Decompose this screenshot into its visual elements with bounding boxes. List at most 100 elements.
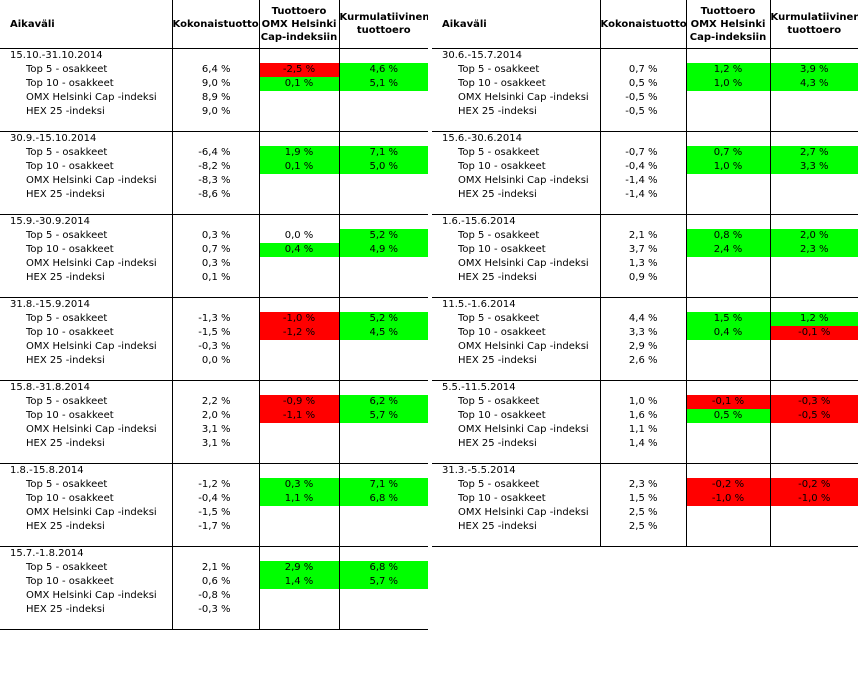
return-diff <box>258 423 339 437</box>
total-return: 0,1 % <box>171 271 259 285</box>
table-row: Top 5 - osakkeet 2,1 % 2,9 % 6,8 % <box>0 561 428 575</box>
empty-cell <box>171 463 259 478</box>
empty-cell <box>685 119 770 132</box>
header-total: Kokonaistuotto <box>599 0 686 49</box>
empty-cell <box>338 380 428 395</box>
return-diff: 2,9 % <box>258 561 339 575</box>
period-row: 15.6.-30.6.2014 <box>432 131 858 146</box>
return-diff <box>258 340 339 354</box>
header-total: Kokonaistuotto <box>171 0 259 49</box>
row-name: HEX 25 -indeksi <box>26 438 105 449</box>
cumulative-diff: 5,2 % <box>338 229 428 243</box>
table-row: OMX Helsinki Cap -indeksi -1,5 % <box>0 506 428 520</box>
return-diff <box>685 257 770 271</box>
total-return: 0,5 % <box>599 77 686 91</box>
row-name: HEX 25 -indeksi <box>458 272 537 283</box>
row-name: OMX Helsinki Cap -indeksi <box>26 258 157 269</box>
empty-cell <box>599 463 686 478</box>
return-diff: 0,1 % <box>258 77 339 91</box>
row-name: Top 5 - osakkeet <box>26 147 108 158</box>
return-diff <box>258 174 339 188</box>
table-row: OMX Helsinki Cap -indeksi 1,3 % <box>432 257 858 271</box>
empty-cell <box>769 202 858 215</box>
cumulative-diff <box>338 506 428 520</box>
table-row: HEX 25 -indeksi -0,3 % <box>0 603 428 617</box>
total-return: -0,4 % <box>171 492 259 506</box>
total-return: 0,7 % <box>171 243 259 257</box>
return-diff <box>685 354 770 368</box>
return-diff <box>258 188 339 202</box>
row-name: HEX 25 -indeksi <box>26 106 105 117</box>
return-diff <box>685 91 770 105</box>
period-label: 15.9.-30.9.2014 <box>10 216 90 227</box>
total-return: -1,5 % <box>171 506 259 520</box>
empty-cell <box>338 214 428 229</box>
table-row: Top 10 - osakkeet 0,5 % 1,0 % 4,3 % <box>432 77 858 91</box>
period-label: 31.3.-5.5.2014 <box>442 465 516 476</box>
return-diff: 0,8 % <box>685 229 770 243</box>
empty-cell <box>769 297 858 312</box>
total-return: 0,0 % <box>171 354 259 368</box>
return-diff: 1,5 % <box>685 312 770 326</box>
total-return: 1,4 % <box>599 437 686 451</box>
row-name: OMX Helsinki Cap -indeksi <box>26 92 157 103</box>
header-row: Aikaväli Kokonaistuotto Tuottoero OMX He… <box>0 0 428 49</box>
empty-cell <box>685 463 770 478</box>
cumulative-diff <box>338 423 428 437</box>
empty-cell <box>338 546 428 561</box>
table-row: Top 5 - osakkeet 0,7 % 1,2 % 3,9 % <box>432 63 858 77</box>
total-return: 9,0 % <box>171 77 259 91</box>
group-spacer <box>432 119 858 132</box>
cumulative-diff <box>338 188 428 202</box>
cumulative-diff: 4,9 % <box>338 243 428 257</box>
total-return: 4,4 % <box>599 312 686 326</box>
header-cum-line1: Kurmulatiivinen <box>770 12 858 23</box>
cumulative-diff <box>769 354 858 368</box>
empty-cell <box>769 119 858 132</box>
cumulative-diff: 6,2 % <box>338 395 428 409</box>
return-diff <box>258 520 339 534</box>
row-name: Top 10 - osakkeet <box>26 410 114 421</box>
row-name: Top 5 - osakkeet <box>458 64 540 75</box>
period-label: 11.5.-1.6.2014 <box>442 299 516 310</box>
empty-cell <box>171 380 259 395</box>
table-row: Top 10 - osakkeet 2,0 % -1,1 % 5,7 % <box>0 409 428 423</box>
total-return: -0,7 % <box>599 146 686 160</box>
table-row: HEX 25 -indeksi -1,4 % <box>432 188 858 202</box>
empty-cell <box>171 368 259 381</box>
period-row: 31.8.-15.9.2014 <box>0 297 428 312</box>
cumulative-diff: 6,8 % <box>338 561 428 575</box>
empty-cell <box>599 285 686 298</box>
empty-cell <box>0 617 172 630</box>
return-diff: 1,4 % <box>258 575 339 589</box>
cumulative-diff <box>338 105 428 119</box>
return-diff <box>258 271 339 285</box>
table-row: Top 5 - osakkeet 6,4 % -2,5 % 4,6 % <box>0 63 428 77</box>
return-diff: 0,3 % <box>258 478 339 492</box>
empty-cell <box>171 451 259 464</box>
table-row: Top 5 - osakkeet -0,7 % 0,7 % 2,7 % <box>432 146 858 160</box>
return-diff <box>685 520 770 534</box>
table-row: Top 10 - osakkeet 3,3 % 0,4 % -0,1 % <box>432 326 858 340</box>
cumulative-diff <box>338 271 428 285</box>
total-return: 2,1 % <box>599 229 686 243</box>
table-row: Top 10 - osakkeet 1,5 % -1,0 % -1,0 % <box>432 492 858 506</box>
return-diff: 1,0 % <box>685 160 770 174</box>
cumulative-diff: 5,1 % <box>338 77 428 91</box>
table-row: Top 5 - osakkeet 2,1 % 0,8 % 2,0 % <box>432 229 858 243</box>
empty-cell <box>0 285 172 298</box>
total-return: -8,2 % <box>171 160 259 174</box>
total-return: 9,0 % <box>171 105 259 119</box>
return-diff: -1,2 % <box>258 326 339 340</box>
empty-cell <box>338 119 428 132</box>
empty-cell <box>171 119 259 132</box>
return-diff <box>685 188 770 202</box>
total-return: -0,4 % <box>599 160 686 174</box>
row-name: OMX Helsinki Cap -indeksi <box>26 341 157 352</box>
return-diff: 0,4 % <box>685 326 770 340</box>
total-return: 0,3 % <box>171 257 259 271</box>
row-name: Top 5 - osakkeet <box>26 479 108 490</box>
return-diff: 0,0 % <box>258 229 339 243</box>
cumulative-diff <box>338 174 428 188</box>
empty-cell <box>0 368 172 381</box>
